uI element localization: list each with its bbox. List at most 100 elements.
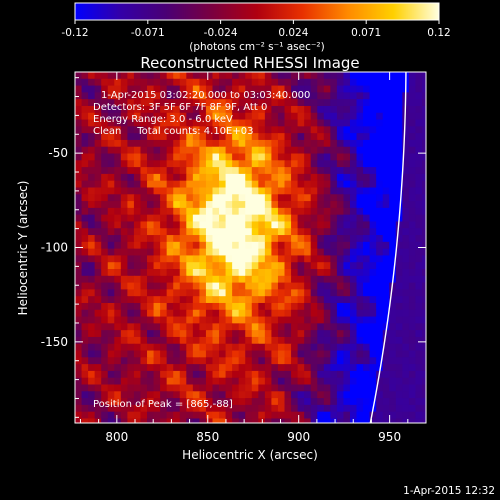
- image-pixel: [205, 296, 214, 304]
- image-pixel: [127, 411, 135, 420]
- image-pixel: [88, 153, 96, 161]
- image-pixel: [415, 85, 423, 93]
- image-pixel: [225, 187, 233, 195]
- image-pixel: [153, 72, 161, 80]
- image-pixel: [422, 289, 426, 297]
- image-pixel: [166, 350, 174, 358]
- image-pixel: [336, 167, 345, 175]
- image-pixel: [415, 302, 423, 311]
- image-pixel: [415, 357, 423, 365]
- image-pixel: [376, 411, 384, 420]
- image-pixel: [330, 72, 338, 80]
- image-pixel: [192, 316, 200, 324]
- image-pixel: [186, 119, 194, 127]
- image-pixel: [81, 309, 89, 318]
- image-pixel: [363, 105, 371, 114]
- image-pixel: [75, 112, 83, 121]
- image-pixel: [402, 370, 410, 379]
- image-pixel: [88, 296, 96, 304]
- image-pixel: [349, 167, 358, 175]
- image-pixel: [422, 160, 426, 168]
- image-pixel: [402, 201, 410, 209]
- image-pixel: [81, 221, 89, 229]
- image-pixel: [336, 248, 345, 257]
- image-pixel: [147, 391, 155, 399]
- image-pixel: [297, 228, 305, 236]
- image-pixel: [356, 187, 364, 195]
- image-pixel: [251, 72, 259, 80]
- image-pixel: [225, 343, 233, 352]
- image-pixel: [330, 391, 338, 399]
- image-pixel: [422, 370, 426, 379]
- image-pixel: [271, 119, 279, 127]
- image-pixel: [284, 78, 292, 87]
- image-pixel: [199, 194, 207, 202]
- image-pixel: [192, 282, 200, 290]
- image-pixel: [199, 370, 207, 379]
- image-pixel: [238, 167, 246, 175]
- image-pixel: [264, 92, 273, 100]
- image-pixel: [192, 302, 200, 311]
- image-pixel: [343, 235, 351, 243]
- image-pixel: [291, 309, 299, 318]
- image-pixel: [101, 105, 109, 114]
- image-pixel: [277, 146, 286, 155]
- image-pixel: [376, 289, 384, 297]
- image-pixel: [284, 241, 292, 250]
- image-pixel: [343, 384, 351, 392]
- image-pixel: [310, 296, 318, 304]
- image-pixel: [199, 282, 207, 290]
- image-pixel: [173, 336, 181, 345]
- image-pixel: [114, 119, 122, 127]
- image-pixel: [349, 207, 358, 216]
- image-pixel: [382, 139, 390, 148]
- image-pixel: [225, 411, 233, 420]
- image-pixel: [415, 418, 423, 423]
- image-pixel: [369, 160, 377, 168]
- image-pixel: [160, 248, 168, 257]
- image-pixel: [349, 78, 358, 87]
- y-tick-label: -100: [41, 241, 68, 255]
- image-pixel: [258, 167, 266, 175]
- image-pixel: [232, 187, 240, 195]
- image-pixel: [336, 119, 345, 127]
- image-pixel: [127, 228, 135, 236]
- image-pixel: [395, 228, 403, 236]
- image-pixel: [107, 384, 115, 392]
- image-pixel: [133, 194, 142, 202]
- image-pixel: [225, 316, 233, 324]
- image-pixel: [101, 275, 109, 284]
- image-pixel: [173, 391, 181, 399]
- image-pixel: [389, 92, 397, 100]
- image-pixel: [114, 241, 122, 250]
- image-pixel: [317, 235, 325, 243]
- image-pixel: [251, 201, 259, 209]
- image-pixel: [120, 85, 128, 93]
- image-pixel: [395, 99, 403, 107]
- image-pixel: [75, 180, 83, 189]
- image-pixel: [88, 398, 96, 406]
- image-pixel: [88, 411, 96, 420]
- image-pixel: [336, 418, 345, 423]
- image-pixel: [107, 235, 115, 243]
- image-pixel: [258, 112, 266, 121]
- image-pixel: [238, 350, 246, 358]
- image-pixel: [94, 336, 102, 345]
- image-pixel: [323, 160, 331, 168]
- image-pixel: [140, 370, 148, 379]
- image-pixel: [140, 404, 148, 413]
- image-pixel: [173, 241, 181, 250]
- image-pixel: [107, 289, 115, 297]
- image-pixel: [140, 309, 148, 318]
- image-pixel: [153, 221, 161, 229]
- image-pixel: [238, 241, 246, 250]
- image-pixel: [343, 99, 351, 107]
- image-pixel: [382, 357, 390, 365]
- image-pixel: [356, 112, 364, 121]
- image-pixel: [363, 384, 371, 392]
- image-pixel: [140, 398, 148, 406]
- image-pixel: [140, 336, 148, 345]
- image-pixel: [382, 309, 390, 318]
- image-pixel: [133, 160, 142, 168]
- image-pixel: [232, 92, 240, 100]
